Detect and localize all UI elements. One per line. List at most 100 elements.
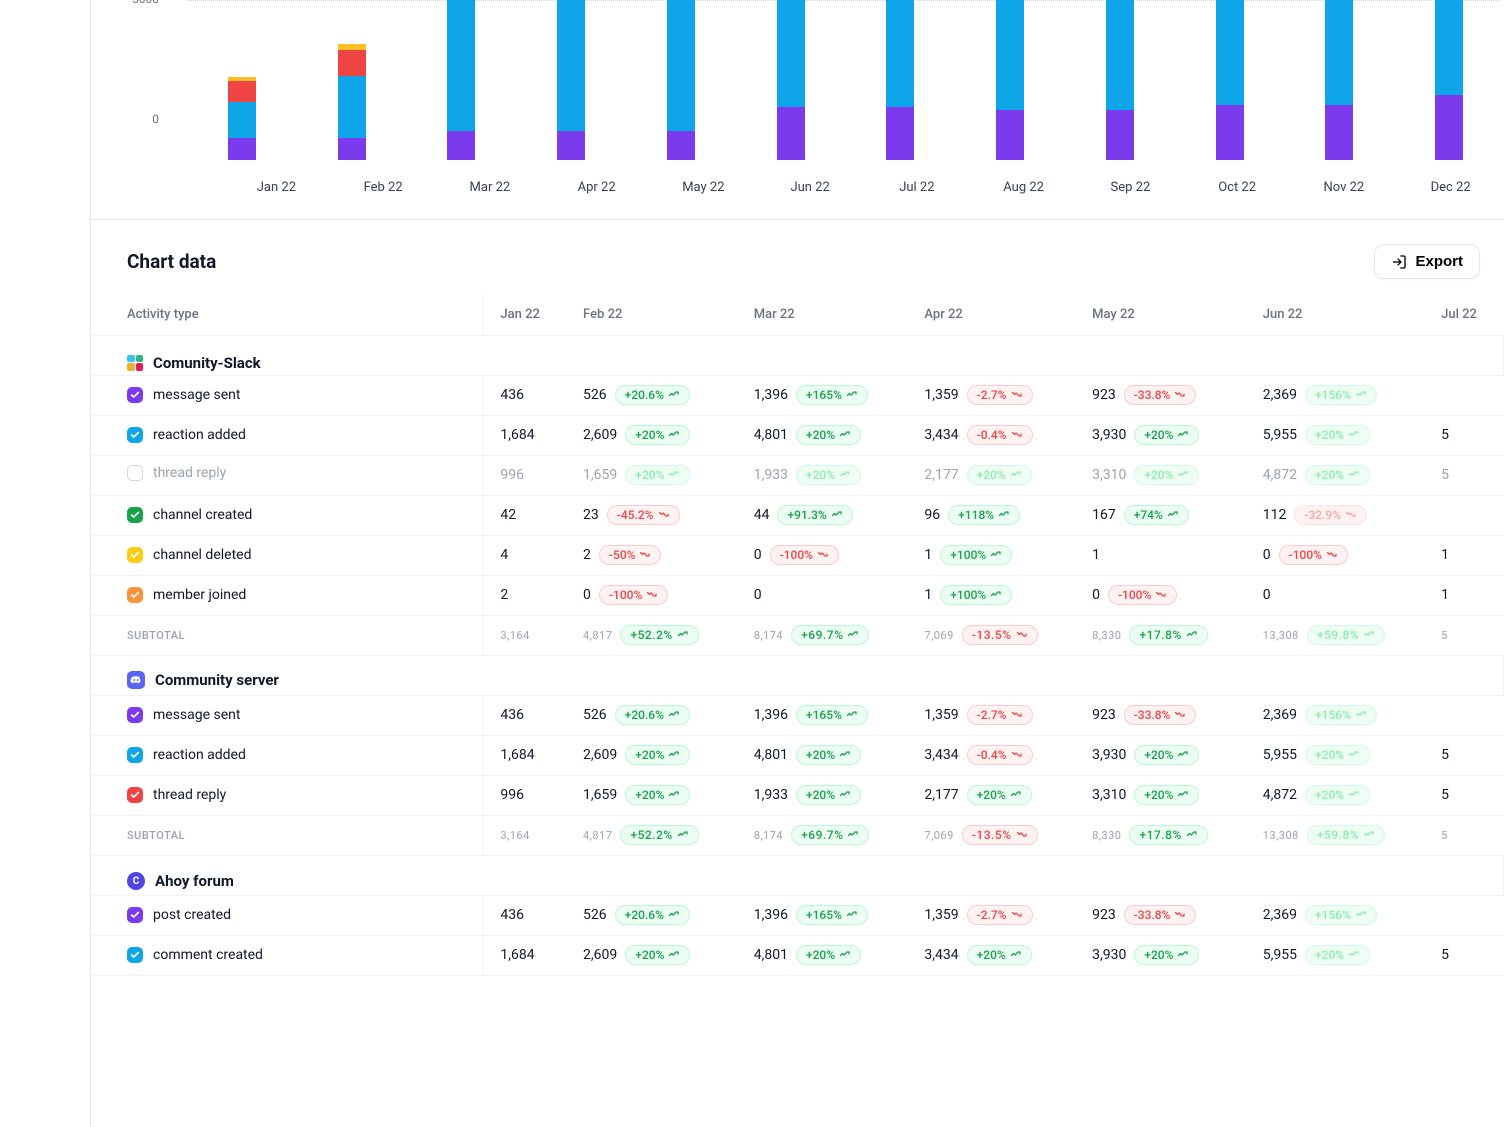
chart-segment	[338, 50, 366, 76]
x-tick: Aug 22	[970, 180, 1077, 195]
delta-pill: +74%	[1124, 505, 1189, 525]
cell-value: 7,069	[924, 829, 953, 842]
chart-segment	[1216, 105, 1244, 160]
checkbox-checked[interactable]	[127, 587, 143, 603]
chart-bar[interactable]	[1106, 0, 1134, 160]
data-cell: 5	[1425, 735, 1503, 775]
chart-bar[interactable]	[228, 77, 256, 160]
group-header[interactable]: Comunity-Slack	[91, 335, 1504, 375]
chart-bar[interactable]	[1216, 0, 1244, 160]
chart-bar[interactable]	[996, 0, 1024, 160]
checkbox-checked[interactable]	[127, 427, 143, 443]
chart-bar[interactable]	[1325, 0, 1353, 160]
forum-icon: C	[127, 872, 145, 890]
table-row[interactable]: message sent436526 +20.6% 1,396 +165% 1,…	[91, 375, 1504, 415]
delta-pill: +20%	[625, 785, 690, 805]
table-row[interactable]: member joined20 -100% 01 +100% 0 -100% 0…	[91, 575, 1504, 615]
delta-pill: -13.5%	[962, 625, 1038, 645]
checkbox-checked[interactable]	[127, 787, 143, 803]
table-row[interactable]: post created436526 +20.6% 1,396 +165% 1,…	[91, 895, 1504, 935]
data-cell: 13,308 +59.8%	[1247, 615, 1425, 655]
cell-value: 2,369	[1263, 387, 1297, 403]
table-row[interactable]: message sent436526 +20.6% 1,396 +165% 1,…	[91, 695, 1504, 735]
cell-value: 0	[1092, 587, 1100, 603]
chart-segment	[228, 138, 256, 160]
chart-segment	[1435, 0, 1463, 95]
chart-segment	[228, 102, 256, 138]
col-month: Jun 22	[1247, 295, 1425, 335]
table-row[interactable]: reaction added1,6842,609 +20% 4,801 +20%…	[91, 415, 1504, 455]
chart-bar[interactable]	[1435, 0, 1463, 160]
cell-value: 526	[583, 907, 607, 923]
data-cell: 2,177 +20%	[908, 775, 1076, 815]
cell-value: 1,659	[583, 787, 617, 803]
chart-bar[interactable]	[557, 0, 585, 160]
table-row[interactable]: thread reply9961,659 +20% 1,933 +20% 2,1…	[91, 455, 1504, 495]
checkbox-checked[interactable]	[127, 907, 143, 923]
data-cell: 526 +20.6%	[567, 895, 738, 935]
table-row[interactable]: channel created4223 -45.2% 44 +91.3% 96 …	[91, 495, 1504, 535]
data-cell: 0 -100%	[1076, 575, 1247, 615]
delta-pill: +20%	[1305, 425, 1370, 445]
checkbox-checked[interactable]	[127, 747, 143, 763]
data-cell: 4,817 +52.2%	[567, 815, 738, 855]
cell-value: 1	[1092, 547, 1100, 563]
chart-segment	[1106, 0, 1134, 110]
cell-value: 2,609	[583, 427, 617, 443]
row-label: thread reply	[153, 787, 226, 803]
cell-value: 1,659	[583, 467, 617, 483]
data-cell: 1,684	[484, 415, 567, 455]
chart-bar[interactable]	[338, 44, 366, 160]
cell-value: 8,174	[754, 829, 783, 842]
cell-value: 13,308	[1263, 629, 1299, 642]
data-cell: 44 +91.3%	[738, 495, 909, 535]
delta-pill: -33.8%	[1124, 385, 1197, 405]
export-button[interactable]: Export	[1374, 244, 1480, 279]
delta-pill: +156%	[1305, 385, 1377, 405]
cell-value: 5	[1441, 467, 1449, 483]
table-row[interactable]: channel deleted42 -50% 0 -100% 1 +100% 1…	[91, 535, 1504, 575]
delta-pill: +165%	[796, 385, 868, 405]
data-cell: 0	[1247, 575, 1425, 615]
cell-value: 3,434	[924, 947, 958, 963]
checkbox-checked[interactable]	[127, 707, 143, 723]
data-cell: 7,069 -13.5%	[908, 615, 1076, 655]
chart-bar[interactable]	[777, 0, 805, 160]
delta-pill: -0.4%	[967, 745, 1033, 765]
y-tick: 0	[152, 112, 159, 126]
cell-value: 3,310	[1092, 467, 1126, 483]
chart-bar[interactable]	[667, 0, 695, 160]
checkbox-checked[interactable]	[127, 947, 143, 963]
table-row[interactable]: reaction added1,6842,609 +20% 4,801 +20%…	[91, 735, 1504, 775]
delta-pill: -33.8%	[1124, 905, 1197, 925]
x-tick: Feb 22	[330, 180, 437, 195]
cell-value: 4,801	[754, 747, 788, 763]
delta-pill: +17.8%	[1129, 825, 1207, 845]
table-scroll[interactable]: Activity typeJan 22Feb 22Mar 22Apr 22May…	[91, 295, 1504, 976]
delta-pill: +20%	[796, 425, 861, 445]
data-cell: 5	[1425, 815, 1503, 855]
delta-pill: +20%	[796, 785, 861, 805]
delta-pill: +20%	[1305, 745, 1370, 765]
checkbox-checked[interactable]	[127, 507, 143, 523]
checkbox-checked[interactable]	[127, 387, 143, 403]
table-row[interactable]: comment created1,6842,609 +20% 4,801 +20…	[91, 935, 1504, 975]
cell-value: 8,174	[754, 629, 783, 642]
checkbox-checked[interactable]	[127, 547, 143, 563]
group-header[interactable]: C Ahoy forum	[91, 855, 1504, 895]
delta-pill: +100%	[940, 585, 1012, 605]
group-header[interactable]: Community server	[91, 655, 1504, 695]
chart-bar[interactable]	[886, 0, 914, 160]
chart-bar[interactable]	[447, 0, 475, 160]
data-cell: 1	[1076, 535, 1247, 575]
group-name: Ahoy forum	[155, 872, 234, 890]
cell-value: 167	[1092, 507, 1116, 523]
cell-value: 0	[1263, 547, 1271, 563]
cell-value: 13,308	[1263, 829, 1299, 842]
data-cell: 5,955 +20%	[1247, 415, 1425, 455]
table-row[interactable]: thread reply9961,659 +20% 1,933 +20% 2,1…	[91, 775, 1504, 815]
cell-value: 42	[500, 507, 516, 523]
delta-pill: +20%	[1305, 945, 1370, 965]
checkbox-empty[interactable]	[127, 465, 143, 481]
data-cell: 3,164	[484, 815, 567, 855]
